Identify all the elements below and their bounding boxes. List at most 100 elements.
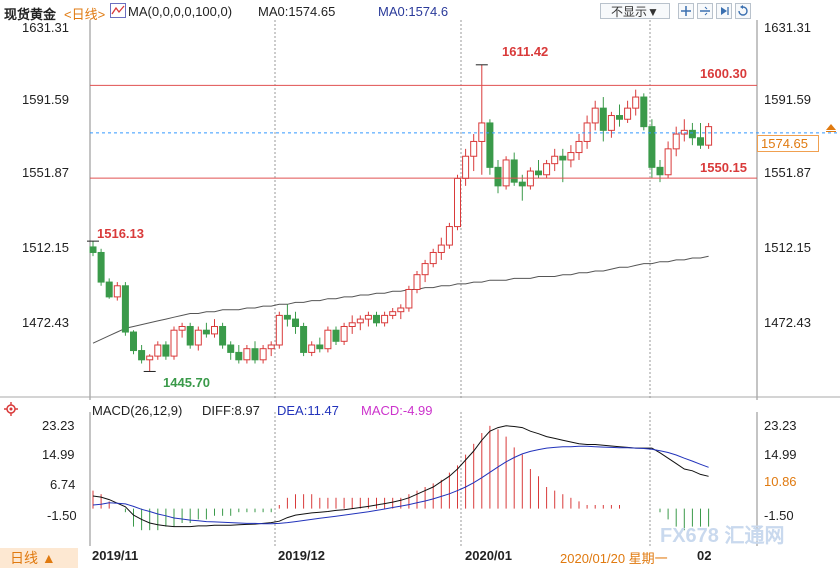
- macd-label-right: 14.99: [764, 447, 797, 462]
- reset-icon[interactable]: [735, 3, 751, 19]
- candle-down: [300, 325, 308, 353]
- candle-up: [470, 140, 478, 157]
- ma100-line: [92, 255, 709, 344]
- candle-up: [567, 152, 575, 161]
- price-label-left: 1551.87: [22, 165, 69, 180]
- macd-label-right: -1.50: [764, 508, 794, 523]
- price-chart[interactable]: [0, 0, 840, 400]
- candle-up: [632, 96, 640, 109]
- display-select[interactable]: 不显示▼: [600, 3, 670, 19]
- ma100-polyline: [92, 255, 709, 344]
- candle-down: [494, 166, 502, 187]
- candle-down: [162, 344, 170, 357]
- macd-histogram-value: MACD:-4.99: [361, 403, 433, 418]
- macd-label-right: 23.23: [764, 418, 797, 433]
- candle-up: [705, 126, 713, 146]
- date-label: 2020/01: [465, 548, 512, 563]
- candle-up: [364, 314, 372, 320]
- price-marker-line: [826, 131, 836, 132]
- ma-label: MA(0,0,0,0,100,0): [128, 4, 233, 19]
- mid-high-annotation: 1516.13: [97, 226, 144, 241]
- period-tab[interactable]: 日线 ▲: [0, 548, 78, 568]
- candle-down: [105, 281, 113, 298]
- macd-lines: [92, 425, 709, 528]
- date-label: 2019/11: [92, 548, 139, 563]
- candle-down: [130, 331, 137, 352]
- macd-settings-icon[interactable]: [4, 402, 18, 421]
- price-label-left: 1631.31: [22, 20, 69, 35]
- price-label-right: 1591.59: [764, 92, 811, 107]
- step-forward-icon[interactable]: [716, 3, 732, 19]
- candle-down: [292, 318, 299, 327]
- candle-up: [454, 177, 461, 228]
- ma0-value: MA0:1574.65: [258, 4, 336, 19]
- shrink-icon[interactable]: [697, 3, 713, 19]
- indicator-icon[interactable]: [110, 3, 126, 21]
- candle-down: [138, 350, 146, 361]
- current-price-tag: 1574.65: [757, 135, 819, 152]
- macd-label-left: 23.23: [42, 418, 75, 433]
- dea-line: [92, 445, 709, 525]
- candle-up: [437, 244, 445, 253]
- price-label-left: 1512.15: [22, 240, 69, 255]
- macd-label-right: 10.86: [764, 474, 797, 489]
- candle-up: [445, 226, 453, 246]
- candle-down: [559, 155, 567, 161]
- candle-up: [113, 285, 121, 298]
- price-label-right: 1551.87: [764, 165, 811, 180]
- date-label: 2019/12: [278, 548, 325, 563]
- high-annotation: 1611.42: [502, 44, 549, 59]
- candle-up: [389, 311, 397, 316]
- candle-up: [259, 348, 267, 361]
- candle-down: [688, 129, 696, 139]
- resistance-annotation: 1600.30: [700, 66, 747, 81]
- cursor-date: 2020/01/20 星期一: [560, 551, 668, 566]
- candle-up: [478, 122, 486, 142]
- candle-up: [397, 307, 405, 313]
- candle-up: [672, 133, 680, 150]
- macd-histogram: [89, 412, 758, 546]
- candle-up: [421, 263, 429, 276]
- candle-down: [697, 137, 704, 146]
- toolbar: 现货黄金 <日线> MA(0,0,0,0,100,0) MA0:1574.65 …: [0, 0, 840, 22]
- candle-up: [308, 344, 316, 353]
- macd-diff-value: DIFF:8.97: [202, 403, 260, 418]
- expand-icon[interactable]: [678, 3, 694, 19]
- ma0-value-secondary: MA0:1574.6: [378, 4, 449, 19]
- candle-up: [178, 325, 186, 331]
- candle-up: [194, 329, 202, 346]
- period-label[interactable]: <日线>: [64, 7, 106, 22]
- macd-dea-value: DEA:11.47: [277, 403, 339, 418]
- candle-down: [227, 344, 235, 353]
- candle-down: [235, 351, 243, 361]
- candle-up: [413, 274, 421, 290]
- candle-up: [243, 348, 251, 361]
- price-label-right: 1472.43: [764, 315, 811, 330]
- candle-down: [599, 107, 607, 131]
- candle-down: [219, 325, 227, 346]
- candle-up: [583, 122, 591, 142]
- candle-up: [170, 329, 178, 357]
- candle-up: [462, 155, 470, 179]
- candle-down: [656, 166, 664, 176]
- macd-title: MACD(26,12,9): [92, 403, 183, 418]
- candle-up: [429, 251, 437, 265]
- watermark: FX678 汇通网: [660, 525, 785, 547]
- candle-down: [640, 96, 648, 128]
- candles-group: [87, 64, 713, 372]
- instrument-title: 现货黄金: [4, 7, 57, 22]
- candle-up: [405, 288, 413, 309]
- candle-down: [186, 325, 194, 346]
- candle-down: [510, 159, 518, 183]
- candle-up: [381, 314, 389, 324]
- macd-label-left: 14.99: [42, 447, 75, 462]
- macd-label-left: -1.50: [47, 508, 77, 523]
- candle-up: [275, 314, 283, 346]
- candle-up: [211, 325, 218, 335]
- candle-up: [680, 129, 688, 135]
- candle-down: [121, 285, 129, 333]
- candle-down: [251, 348, 259, 361]
- candle-up: [267, 344, 275, 350]
- candle-up: [348, 322, 356, 327]
- candle-up: [543, 163, 551, 176]
